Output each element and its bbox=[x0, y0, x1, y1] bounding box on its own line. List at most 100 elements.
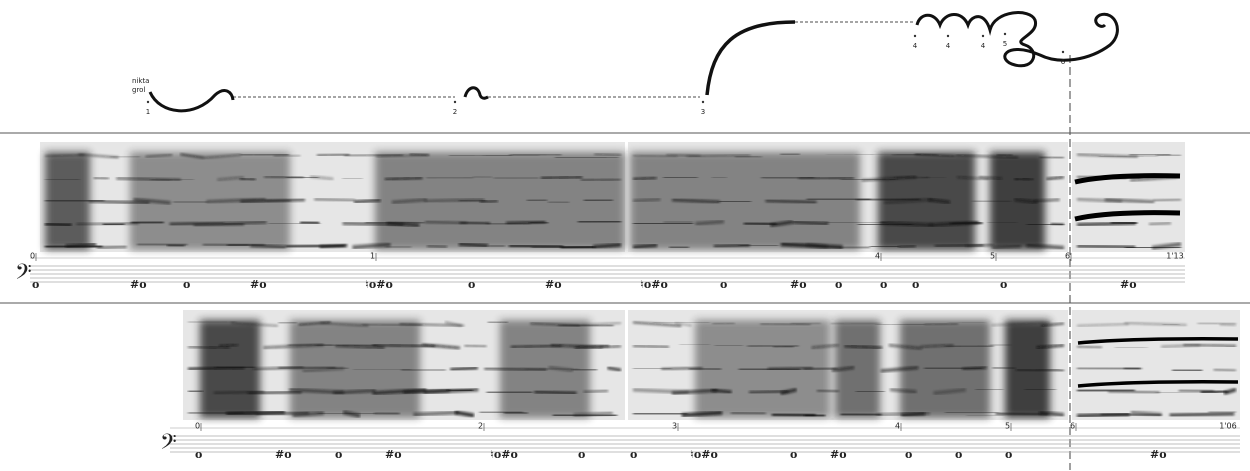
note: o bbox=[195, 448, 202, 461]
harmonic bbox=[188, 347, 230, 348]
note: ♮o#o bbox=[490, 448, 518, 461]
harmonic bbox=[488, 322, 508, 323]
harmonic bbox=[945, 346, 993, 347]
marker-label: 5 bbox=[1003, 40, 1007, 48]
harmonic bbox=[250, 245, 286, 247]
harmonic bbox=[460, 222, 490, 223]
harmonic bbox=[1040, 157, 1064, 158]
harmonic bbox=[1153, 199, 1181, 200]
harmonic bbox=[817, 390, 839, 391]
harmonic bbox=[300, 222, 319, 223]
score-page: nikta grol 12344456014561'13𝄢o#oo#o♮o#oo… bbox=[0, 0, 1250, 471]
harmonic bbox=[584, 391, 608, 393]
harmonic bbox=[1077, 346, 1102, 347]
harmonic bbox=[374, 413, 399, 414]
marker-label: 2 bbox=[453, 108, 457, 116]
harmonic bbox=[695, 222, 724, 224]
harmonic bbox=[97, 246, 127, 247]
voice-label: nikta bbox=[132, 77, 149, 85]
harmonic bbox=[1197, 323, 1236, 324]
spectrogram-bg bbox=[1072, 310, 1240, 420]
harmonic bbox=[840, 247, 870, 248]
harmonic bbox=[215, 367, 254, 368]
marker-label: 3 bbox=[701, 108, 705, 116]
harmonic bbox=[94, 178, 109, 179]
harmonic bbox=[459, 244, 488, 246]
marker-label: 4 bbox=[913, 42, 918, 50]
harmonic bbox=[447, 390, 473, 391]
harmonic bbox=[1124, 368, 1140, 369]
harmonic bbox=[534, 392, 576, 394]
note: ♮o#o bbox=[365, 278, 393, 291]
note: o bbox=[468, 278, 475, 291]
harmonic bbox=[314, 199, 355, 200]
harmonic bbox=[765, 201, 816, 203]
harmonic bbox=[950, 223, 982, 224]
harmonic bbox=[354, 200, 381, 202]
time-label: 4 bbox=[895, 422, 900, 431]
duration: 1'13 bbox=[1166, 252, 1183, 261]
time-label: 4 bbox=[875, 252, 880, 261]
harmonic bbox=[633, 245, 657, 247]
note: #o bbox=[1120, 278, 1137, 291]
spectrogram bbox=[628, 310, 1068, 420]
harmonic bbox=[227, 244, 249, 245]
harmonic bbox=[841, 414, 882, 415]
note: #o bbox=[830, 448, 847, 461]
note: #o bbox=[1150, 448, 1167, 461]
harmonic bbox=[962, 367, 987, 369]
harmonic bbox=[992, 368, 1015, 369]
harmonic bbox=[1108, 391, 1160, 392]
time-label: 6 bbox=[1070, 422, 1075, 431]
note: o bbox=[880, 278, 887, 291]
note: o bbox=[835, 278, 842, 291]
harmonic bbox=[45, 224, 71, 225]
time-label: 3 bbox=[672, 422, 677, 431]
note: o bbox=[32, 278, 39, 291]
harmonic bbox=[633, 199, 660, 201]
marker-dot bbox=[147, 101, 149, 103]
harmonic bbox=[792, 222, 828, 224]
clef: 𝄢 bbox=[160, 430, 177, 460]
harmonic bbox=[1111, 222, 1137, 223]
harmonic bbox=[601, 346, 621, 347]
note: o bbox=[578, 448, 585, 461]
time-label: 6 bbox=[1065, 252, 1070, 261]
note: o bbox=[1005, 448, 1012, 461]
note: o bbox=[630, 448, 637, 461]
harmonic bbox=[791, 323, 821, 324]
note: #o bbox=[250, 278, 267, 291]
harmonic bbox=[248, 392, 302, 393]
note: #o bbox=[545, 278, 562, 291]
marker-label: 4 bbox=[981, 42, 986, 50]
harmonic bbox=[167, 245, 185, 246]
harmonic bbox=[131, 222, 164, 223]
note: o bbox=[335, 448, 342, 461]
harmonic bbox=[427, 246, 447, 247]
harmonic bbox=[1039, 412, 1064, 415]
time-label: 0 bbox=[195, 422, 200, 431]
note: #o bbox=[275, 448, 292, 461]
harmonic bbox=[413, 412, 458, 414]
harmonic bbox=[898, 246, 915, 247]
duration: 1'06 bbox=[1219, 422, 1236, 431]
harmonic bbox=[574, 413, 613, 415]
harmonic bbox=[633, 413, 688, 414]
clef: 𝄢 bbox=[15, 260, 32, 290]
harmonic bbox=[581, 179, 621, 180]
marker-dot bbox=[982, 35, 984, 37]
harmonic bbox=[578, 222, 621, 223]
harmonic bbox=[966, 245, 994, 247]
marker-dot bbox=[454, 101, 456, 103]
marker-dot bbox=[1062, 51, 1064, 53]
harmonic bbox=[240, 179, 256, 180]
harmonic bbox=[804, 415, 825, 416]
time-label: 1 bbox=[370, 252, 375, 261]
harmonic bbox=[901, 413, 925, 415]
harmonic bbox=[712, 323, 734, 324]
harmonic bbox=[1149, 223, 1171, 225]
time-label: 2 bbox=[478, 422, 483, 431]
note: ♮o#o bbox=[640, 278, 668, 291]
harmonic bbox=[274, 155, 301, 156]
harmonic bbox=[1051, 224, 1064, 225]
